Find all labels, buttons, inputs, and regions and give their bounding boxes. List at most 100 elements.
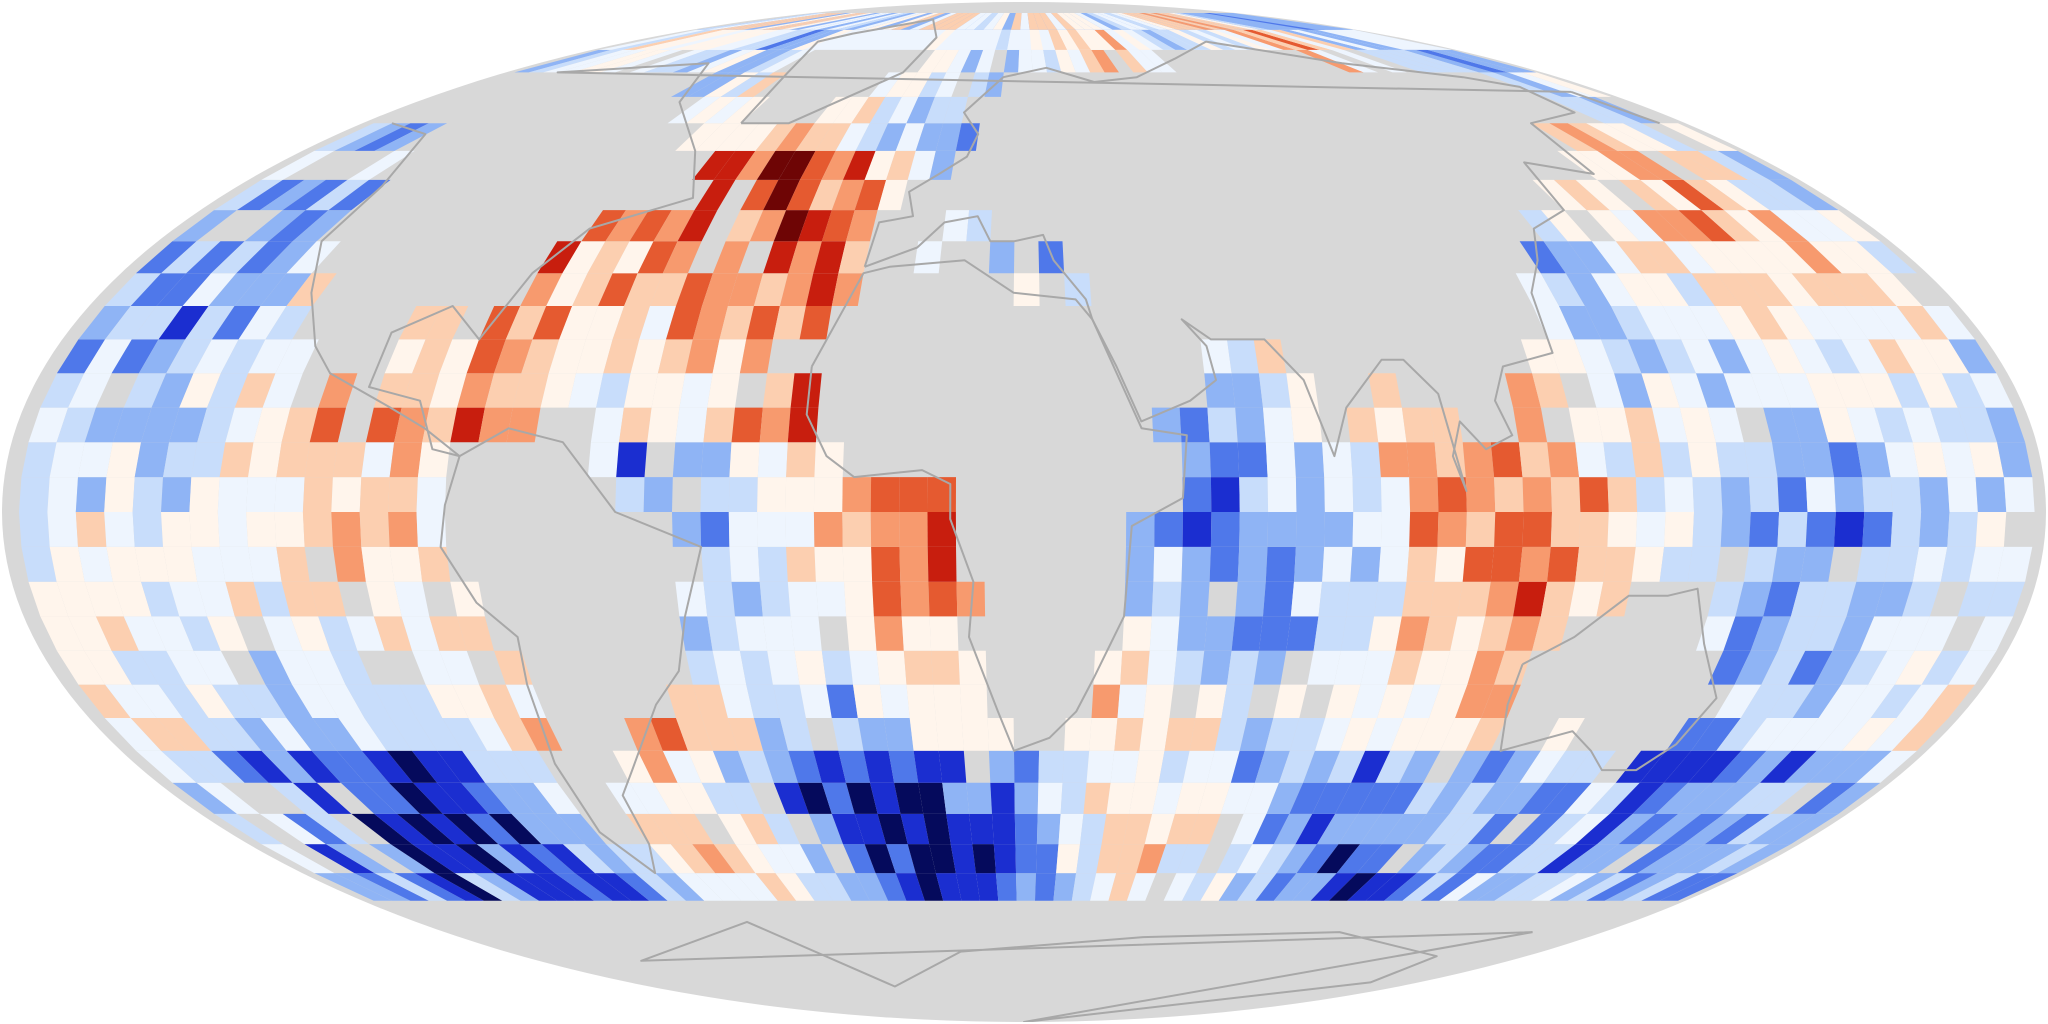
anomaly-cell (498, 844, 555, 874)
anomaly-cell (1717, 150, 1791, 180)
anomaly-cell (959, 684, 988, 718)
anomaly-cell (1533, 306, 1575, 340)
anomaly-cell (1554, 179, 1610, 211)
anomaly-cell (1639, 750, 1692, 783)
anomaly-cell (302, 477, 333, 512)
anomaly-cell (634, 29, 734, 50)
anomaly-cell (799, 150, 836, 180)
coastline (310, 62, 1660, 458)
anomaly-cell (864, 844, 896, 874)
anomaly-cell (104, 273, 162, 306)
anomaly-cell (835, 13, 911, 30)
anomaly-cell (670, 844, 716, 874)
anomaly-cell (1329, 873, 1377, 901)
anomaly-cell (331, 477, 362, 512)
anomaly-cell (894, 782, 924, 814)
anomaly-cell (1707, 339, 1751, 374)
anomaly-cell (1279, 750, 1315, 783)
anomaly-cell (1659, 442, 1693, 478)
anomaly-cell (384, 339, 426, 374)
anomaly-cell (1038, 750, 1065, 783)
anomaly-cell (1297, 29, 1392, 50)
anomaly-cell (1179, 407, 1210, 443)
anomaly-cell (1048, 29, 1068, 50)
anomaly-cell (807, 13, 893, 30)
anomaly-cell (629, 782, 672, 814)
anomaly-cell (369, 844, 435, 874)
anomaly-cell (1734, 650, 1778, 685)
anomaly-cell (1406, 442, 1438, 478)
anomaly-cell (942, 210, 970, 242)
anomaly-cell (465, 813, 520, 845)
anomaly-cell (946, 813, 973, 845)
anomaly-cell (548, 339, 586, 374)
anomaly-cell (1792, 210, 1857, 242)
anomaly-cell (927, 512, 956, 547)
anomaly-cell (787, 407, 819, 443)
anomaly-cell (1914, 373, 1958, 408)
anomaly-cell (1834, 477, 1865, 512)
anomaly-cell (259, 179, 326, 211)
anomaly-cell (851, 96, 886, 124)
anomaly-cell (787, 581, 819, 617)
anomaly-cell (1704, 813, 1770, 845)
anomaly-cell (814, 546, 844, 582)
anomaly-cell (1714, 684, 1762, 718)
anomaly-cell (130, 718, 187, 751)
anomaly-cell (1375, 750, 1416, 783)
anomaly-cell (1094, 29, 1128, 50)
anomaly-cell (746, 684, 780, 718)
anomaly-cell (1307, 29, 1404, 50)
anomaly-cell (1518, 546, 1551, 582)
anomaly-cell (1156, 844, 1188, 874)
anomaly-cell (703, 581, 735, 617)
anomaly-cell (1696, 616, 1736, 651)
anomaly-cell (494, 718, 538, 751)
anomaly-cell (186, 241, 245, 274)
anomaly-cell (361, 546, 395, 582)
anomaly-cell (1494, 477, 1524, 512)
anomaly-cell (134, 546, 170, 582)
anomaly-cell (56, 407, 96, 443)
anomaly-cell (895, 123, 925, 151)
anomaly-cell (47, 512, 78, 547)
anomaly-cell (1805, 512, 1836, 547)
anomaly-cell (1707, 581, 1744, 617)
anomaly-cell (1057, 29, 1080, 50)
anomaly-cell (1894, 650, 1942, 685)
anomaly-cell (1115, 49, 1148, 73)
anomaly-cell (1331, 49, 1407, 73)
anomaly-cell (778, 29, 845, 50)
anomaly-cell (675, 123, 723, 151)
anomaly-cell (253, 407, 291, 443)
anomaly-cell (1210, 477, 1240, 512)
anomaly-cell (305, 179, 369, 211)
anomaly-cell (1103, 29, 1140, 50)
anomaly-cell (1216, 844, 1253, 874)
anomaly-cell (111, 650, 159, 685)
anomaly-cell (928, 581, 958, 617)
anomaly-cell (1663, 241, 1717, 274)
anomaly-cell (1763, 581, 1801, 617)
anomaly-cell (1356, 844, 1404, 874)
anomaly-cell (1123, 813, 1153, 845)
anomaly-cell (1557, 844, 1619, 874)
anomaly-cell (1168, 29, 1224, 50)
anomaly-cell (261, 844, 335, 874)
anomaly-cell (314, 123, 392, 151)
anomaly-cell (1144, 813, 1175, 845)
anomaly-cell (282, 179, 348, 211)
anomaly-cell (331, 512, 362, 547)
anomaly-cell-layer (19, 13, 2035, 901)
anomaly-cell (872, 581, 902, 617)
anomaly-cell (1968, 546, 2004, 582)
anomaly-cell (1098, 13, 1150, 30)
anomaly-cell (1859, 616, 1903, 651)
anomaly-cell (1125, 546, 1155, 582)
anomaly-cell (1805, 477, 1836, 512)
anomaly-cell (1112, 29, 1152, 50)
anomaly-cell (813, 241, 846, 274)
anomaly-cell (814, 96, 853, 124)
anomaly-cell (906, 96, 935, 124)
anomaly-cell (838, 241, 870, 274)
